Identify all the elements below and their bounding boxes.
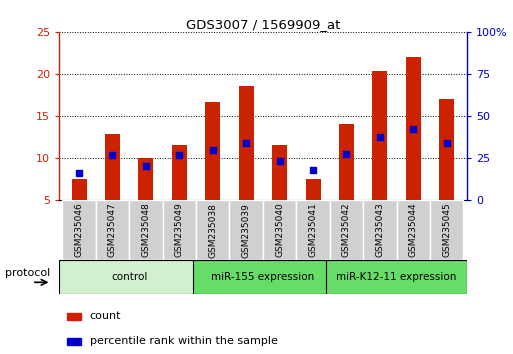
Bar	[193, 260, 333, 294]
Text: GSM235049: GSM235049	[175, 203, 184, 257]
Bar	[363, 200, 397, 260]
Point	[142, 164, 150, 169]
Bar	[139, 158, 153, 200]
Text: GSM235043: GSM235043	[376, 203, 384, 257]
Bar	[67, 313, 82, 320]
Text: control: control	[111, 272, 147, 282]
Bar	[430, 200, 463, 260]
Text: miR-K12-11 expression: miR-K12-11 expression	[337, 272, 457, 282]
Bar	[172, 144, 187, 200]
Text: GSM235047: GSM235047	[108, 203, 117, 257]
Point	[108, 152, 116, 158]
Text: GSM235046: GSM235046	[74, 203, 84, 257]
Point	[209, 147, 217, 152]
Text: GSM235040: GSM235040	[275, 203, 284, 257]
Bar	[326, 260, 467, 294]
Point	[309, 167, 317, 173]
Point	[342, 151, 350, 156]
Text: GSM235044: GSM235044	[409, 203, 418, 257]
Bar	[406, 57, 421, 200]
Point	[242, 140, 250, 146]
Text: GSM235045: GSM235045	[442, 203, 451, 257]
Text: percentile rank within the sample: percentile rank within the sample	[90, 336, 278, 346]
Bar	[272, 144, 287, 200]
Bar	[397, 200, 430, 260]
Bar	[105, 135, 120, 200]
Point	[175, 152, 184, 158]
Point	[443, 140, 451, 146]
Bar	[205, 103, 220, 200]
Text: GSM235039: GSM235039	[242, 202, 251, 258]
Bar	[71, 179, 87, 200]
Bar	[163, 200, 196, 260]
Bar	[263, 200, 297, 260]
Bar	[129, 200, 163, 260]
Text: GSM235038: GSM235038	[208, 202, 218, 258]
Bar	[196, 200, 229, 260]
Text: count: count	[90, 311, 121, 321]
Point	[275, 159, 284, 164]
Text: GSM235041: GSM235041	[308, 203, 318, 257]
Text: miR-155 expression: miR-155 expression	[211, 272, 314, 282]
Bar	[96, 200, 129, 260]
Text: GSM235042: GSM235042	[342, 203, 351, 257]
Bar	[439, 99, 455, 200]
Point	[376, 134, 384, 140]
Bar	[306, 179, 321, 200]
Bar	[229, 200, 263, 260]
Bar	[339, 124, 354, 200]
Text: protocol: protocol	[5, 268, 50, 279]
Point	[75, 170, 83, 176]
Bar	[63, 200, 96, 260]
Text: GSM235048: GSM235048	[142, 203, 150, 257]
Bar	[330, 200, 363, 260]
Title: GDS3007 / 1569909_at: GDS3007 / 1569909_at	[186, 18, 340, 31]
Bar	[239, 86, 254, 200]
Point	[409, 127, 418, 132]
Bar	[59, 260, 200, 294]
Bar	[297, 200, 330, 260]
Bar	[67, 338, 82, 345]
Bar	[372, 72, 387, 200]
